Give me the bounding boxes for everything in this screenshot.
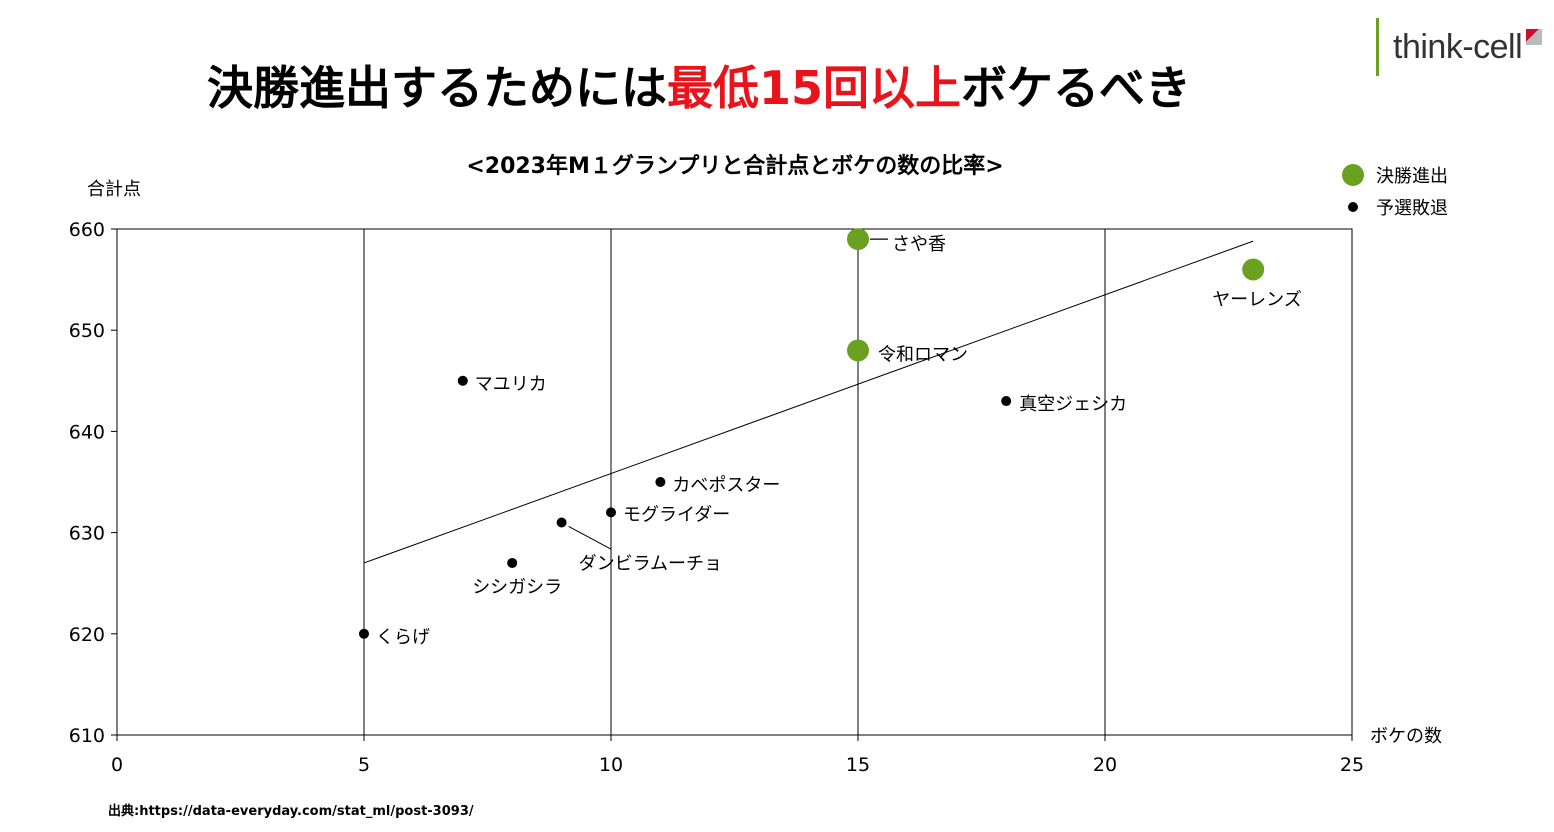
y-axis-label: 合計点 bbox=[87, 179, 141, 200]
point-label: カベポスター bbox=[672, 475, 780, 496]
finalist-point bbox=[847, 339, 869, 362]
logo-text: think-cell bbox=[1393, 27, 1523, 66]
eliminated-point bbox=[1001, 396, 1012, 407]
trendline bbox=[363, 240, 1254, 564]
point-label: くらげ bbox=[376, 627, 430, 648]
y-tick-label: 620 bbox=[69, 624, 105, 646]
eliminated-point bbox=[655, 477, 666, 487]
eliminated-point bbox=[507, 557, 518, 568]
x-tick-label: 5 bbox=[358, 754, 370, 776]
eliminated-point bbox=[556, 517, 567, 528]
point-label: さや香 bbox=[892, 234, 946, 255]
point-label: ダンビラムーチョ bbox=[579, 553, 722, 574]
plot-frame bbox=[116, 228, 1353, 736]
label-leader-line bbox=[568, 526, 612, 550]
y-tick-label: 650 bbox=[69, 320, 105, 342]
point-label: シシガシラ bbox=[472, 577, 562, 598]
x-tick-label: 25 bbox=[1340, 754, 1364, 776]
legend-marker-finalist bbox=[1342, 164, 1364, 186]
legend-marker-eliminated bbox=[1348, 202, 1358, 212]
x-tick-label: 10 bbox=[599, 754, 623, 776]
point-label: モグライダー bbox=[623, 504, 730, 525]
point-label: マユリカ bbox=[475, 374, 547, 395]
x-axis-label: ボケの数 bbox=[1370, 726, 1442, 747]
finalist-point bbox=[847, 228, 869, 251]
page-title: 決勝進出するためには最低15回以上ボケるべき bbox=[0, 52, 1398, 118]
y-tick-label: 640 bbox=[69, 421, 105, 443]
finalist-point bbox=[1242, 258, 1265, 281]
eliminated-point bbox=[457, 375, 468, 386]
eliminated-point bbox=[606, 507, 616, 518]
chart-subtitle: <2023年M１グランプリと合計点とボケの数の比率> bbox=[466, 154, 1004, 179]
point-label: 真空ジェシカ bbox=[1019, 394, 1127, 415]
x-tick-label: 20 bbox=[1093, 754, 1117, 776]
source-note: 出典:https://data-everyday.com/stat_ml/pos… bbox=[108, 804, 474, 819]
point-label: 令和ロマン bbox=[878, 344, 968, 365]
logo-mark-icon bbox=[1526, 29, 1543, 45]
legend-label: 予選敗退 bbox=[1376, 198, 1448, 219]
y-tick-label: 610 bbox=[69, 725, 105, 747]
title-highlight: 最低15回以上 bbox=[666, 61, 961, 115]
think-cell-logo: think-cell bbox=[1376, 18, 1543, 76]
title-prefix: 決勝進出するためには bbox=[206, 61, 667, 115]
x-tick-label: 0 bbox=[111, 754, 123, 776]
x-tick-label: 15 bbox=[846, 754, 870, 776]
y-tick-label: 660 bbox=[69, 219, 105, 241]
y-tick-label: 630 bbox=[69, 523, 105, 545]
logo-bar bbox=[1376, 18, 1379, 76]
point-label: ヤーレンズ bbox=[1212, 289, 1302, 310]
title-suffix: ボケるべき bbox=[961, 61, 1191, 115]
legend-label: 決勝進出 bbox=[1376, 166, 1448, 187]
eliminated-point bbox=[359, 628, 369, 639]
